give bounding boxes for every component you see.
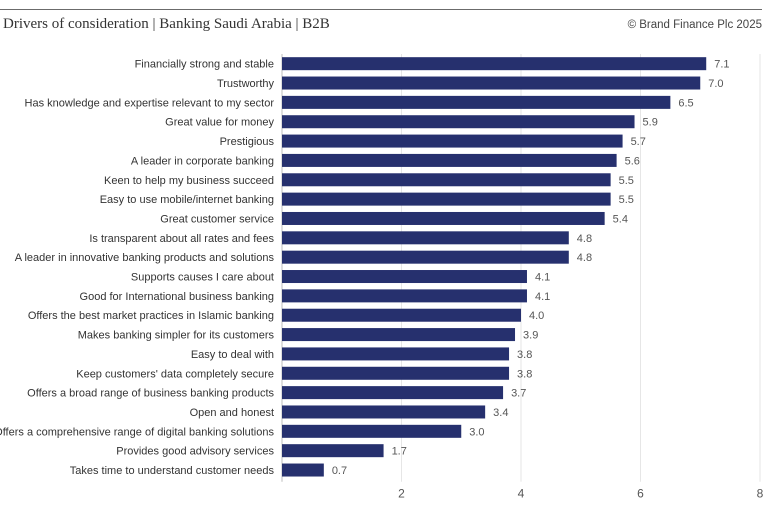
bar bbox=[282, 211, 605, 225]
bar bbox=[282, 366, 510, 380]
bar bbox=[282, 308, 521, 322]
category-label: Has knowledge and expertise relevant to … bbox=[25, 97, 275, 109]
category-label: A leader in innovative banking products … bbox=[15, 252, 275, 264]
bar bbox=[282, 424, 462, 438]
bar bbox=[282, 270, 527, 284]
category-label: Good for International business banking bbox=[80, 291, 274, 303]
value-label: 7.1 bbox=[714, 59, 729, 71]
value-label: 3.8 bbox=[517, 368, 532, 380]
value-label: 3.4 bbox=[493, 407, 508, 419]
bar bbox=[282, 347, 510, 361]
header-rule bbox=[0, 9, 762, 10]
x-tick-label: 2 bbox=[398, 487, 405, 501]
bar bbox=[282, 153, 617, 167]
category-label: Great value for money bbox=[165, 117, 274, 129]
value-label: 0.7 bbox=[332, 465, 347, 477]
value-label: 3.9 bbox=[523, 330, 538, 342]
category-label: Supports causes I care about bbox=[131, 272, 274, 284]
category-label: Offers a broad range of business banking… bbox=[27, 388, 274, 400]
value-label: 3.0 bbox=[469, 426, 484, 438]
value-label: 4.0 bbox=[529, 310, 544, 322]
category-label: Prestigious bbox=[220, 136, 275, 148]
bar bbox=[282, 386, 504, 400]
category-label: Offers the best market practices in Isla… bbox=[28, 310, 274, 322]
bar bbox=[282, 328, 516, 342]
value-label: 6.5 bbox=[678, 97, 693, 109]
x-tick-label: 4 bbox=[518, 487, 525, 501]
copyright-notice: © Brand Finance Plc 2025 bbox=[627, 19, 762, 31]
value-label: 4.1 bbox=[535, 272, 550, 284]
bar bbox=[282, 115, 635, 129]
value-label: 4.8 bbox=[577, 252, 592, 264]
category-label: Keep customers' data completely secure bbox=[76, 368, 274, 380]
bar bbox=[282, 95, 671, 109]
category-label: Keen to help my business succeed bbox=[104, 175, 274, 187]
bar bbox=[282, 250, 569, 264]
value-label: 4.8 bbox=[577, 233, 592, 245]
bar bbox=[282, 444, 384, 458]
x-tick-label: 8 bbox=[757, 487, 764, 501]
value-label: 7.0 bbox=[708, 78, 723, 90]
value-label: 5.6 bbox=[625, 155, 640, 167]
bar bbox=[282, 192, 611, 206]
x-tick-label: 6 bbox=[637, 487, 644, 501]
bar bbox=[282, 134, 623, 148]
bar bbox=[282, 231, 569, 245]
value-label: 3.8 bbox=[517, 349, 532, 361]
value-label: 5.5 bbox=[619, 175, 634, 187]
value-label: 5.9 bbox=[643, 117, 658, 129]
chart-title: Drivers of consideration | Banking Saudi… bbox=[3, 16, 330, 32]
category-label: Easy to use mobile/internet banking bbox=[100, 194, 274, 206]
bar bbox=[282, 405, 486, 419]
category-label: Great customer service bbox=[160, 213, 274, 225]
bar bbox=[282, 173, 611, 187]
category-label: Makes banking simpler for its customers bbox=[78, 330, 275, 342]
value-label: 1.7 bbox=[392, 446, 407, 458]
category-label: Provides good advisory services bbox=[116, 446, 274, 458]
category-label: Open and honest bbox=[190, 407, 274, 419]
value-label: 5.5 bbox=[619, 194, 634, 206]
category-label: Takes time to understand customer needs bbox=[70, 465, 275, 477]
value-label: 3.7 bbox=[511, 388, 526, 400]
value-label: 5.4 bbox=[613, 213, 628, 225]
category-label: Financially strong and stable bbox=[135, 59, 274, 71]
bar bbox=[282, 57, 707, 71]
value-label: 5.7 bbox=[631, 136, 646, 148]
category-label: Is transparent about all rates and fees bbox=[89, 233, 274, 245]
category-label: Trustworthy bbox=[217, 78, 275, 90]
bar bbox=[282, 289, 527, 303]
category-label: A leader in corporate banking bbox=[131, 155, 274, 167]
bar bbox=[282, 463, 324, 477]
value-label: 4.1 bbox=[535, 291, 550, 303]
bar bbox=[282, 76, 701, 90]
category-label: Offers a comprehensive range of digital … bbox=[0, 426, 274, 438]
category-label: Easy to deal with bbox=[191, 349, 274, 361]
